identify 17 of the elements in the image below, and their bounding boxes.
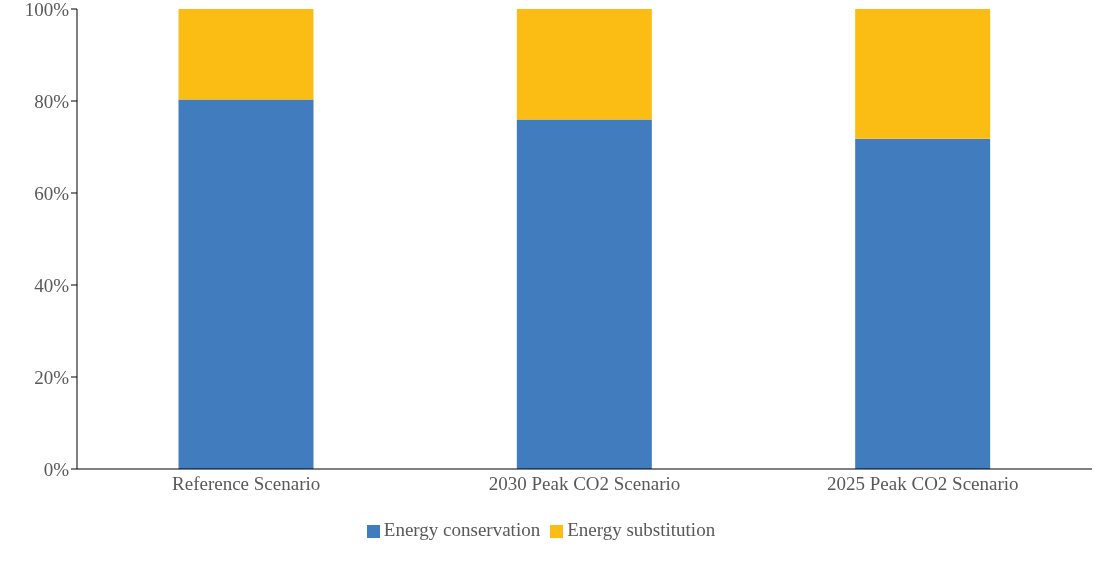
legend-label: Energy substitution [567, 519, 716, 540]
y-tick-label: 40% [34, 274, 70, 296]
y-tick-label: 60% [34, 182, 70, 204]
x-tick-label: 2030 Peak CO2 Scenario [488, 473, 681, 495]
y-tick-label: 20% [34, 366, 70, 388]
y-tick-label: 100% [24, 0, 70, 20]
bar [178, 99, 314, 469]
x-tick-label: Reference Scenario [172, 473, 321, 495]
x-tick-label: 2025 Peak CO2 Scenario [827, 473, 1019, 495]
y-tick-label: 80% [34, 90, 70, 112]
bar [178, 9, 314, 100]
legend-label: Energy conservation [383, 519, 541, 540]
bar [855, 9, 991, 139]
bar [855, 138, 991, 469]
y-tick-label: 0% [43, 458, 70, 480]
bar [516, 119, 652, 469]
bar [516, 9, 652, 120]
